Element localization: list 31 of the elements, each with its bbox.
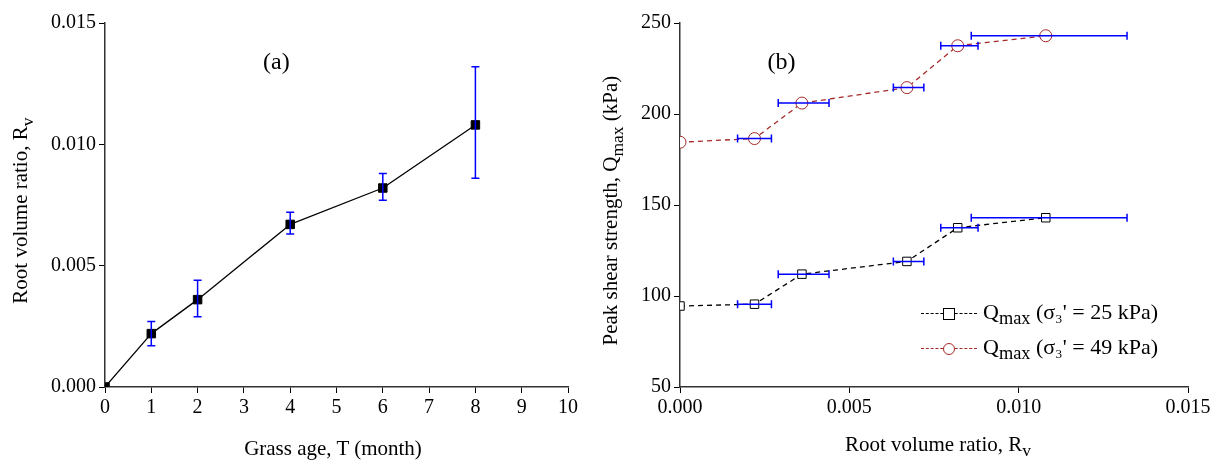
y-tick-label: 0.015 bbox=[51, 10, 96, 33]
x-tick-label: 2 bbox=[192, 395, 203, 418]
y-tick-label: 0.005 bbox=[51, 252, 96, 275]
y-tick-label: 100 bbox=[641, 283, 671, 306]
x-tick-label: 6 bbox=[377, 395, 388, 418]
x-tick-label: 0.010 bbox=[996, 395, 1042, 418]
y-tick-label: 150 bbox=[641, 192, 671, 215]
x-tick-label: 10 bbox=[558, 395, 578, 418]
x-tick-label: 3 bbox=[238, 395, 249, 418]
y-tick-label: 0.010 bbox=[51, 131, 96, 154]
x-tick-label: 8 bbox=[470, 395, 481, 418]
x-tick-label: 4 bbox=[285, 395, 296, 418]
point bbox=[1039, 29, 1053, 43]
y-tick-label: 200 bbox=[641, 101, 671, 124]
x-tick-label: 1 bbox=[146, 395, 157, 418]
y-tick-label: 0.000 bbox=[51, 374, 96, 397]
x-tick-label: 0.005 bbox=[826, 395, 872, 418]
x-tick-label: 0.015 bbox=[1165, 395, 1211, 418]
x-tick-label: 7 bbox=[424, 395, 435, 418]
annotation: (a) bbox=[262, 48, 290, 75]
x-axis-title: Root volume ratio, R$_{v}$ bbox=[843, 431, 1033, 461]
y-tick-label: 250 bbox=[641, 10, 671, 33]
x-tick-label: 0 bbox=[100, 395, 110, 418]
x-tick-label: 9 bbox=[516, 395, 527, 418]
legend-label: Q$_{max}$ (σ₃' = 49 kPa) bbox=[982, 333, 1158, 364]
x-tick-label: 5 bbox=[331, 395, 342, 418]
legend-label: Q$_{max}$ (σ₃' = 25 kPa) bbox=[982, 299, 1158, 330]
y-tick-label: 50 bbox=[651, 374, 671, 397]
x-axis-title: Grass age, T (month) bbox=[243, 436, 423, 461]
annotation: (b) bbox=[767, 48, 796, 75]
x-tick-label: 0.000 bbox=[657, 395, 703, 418]
